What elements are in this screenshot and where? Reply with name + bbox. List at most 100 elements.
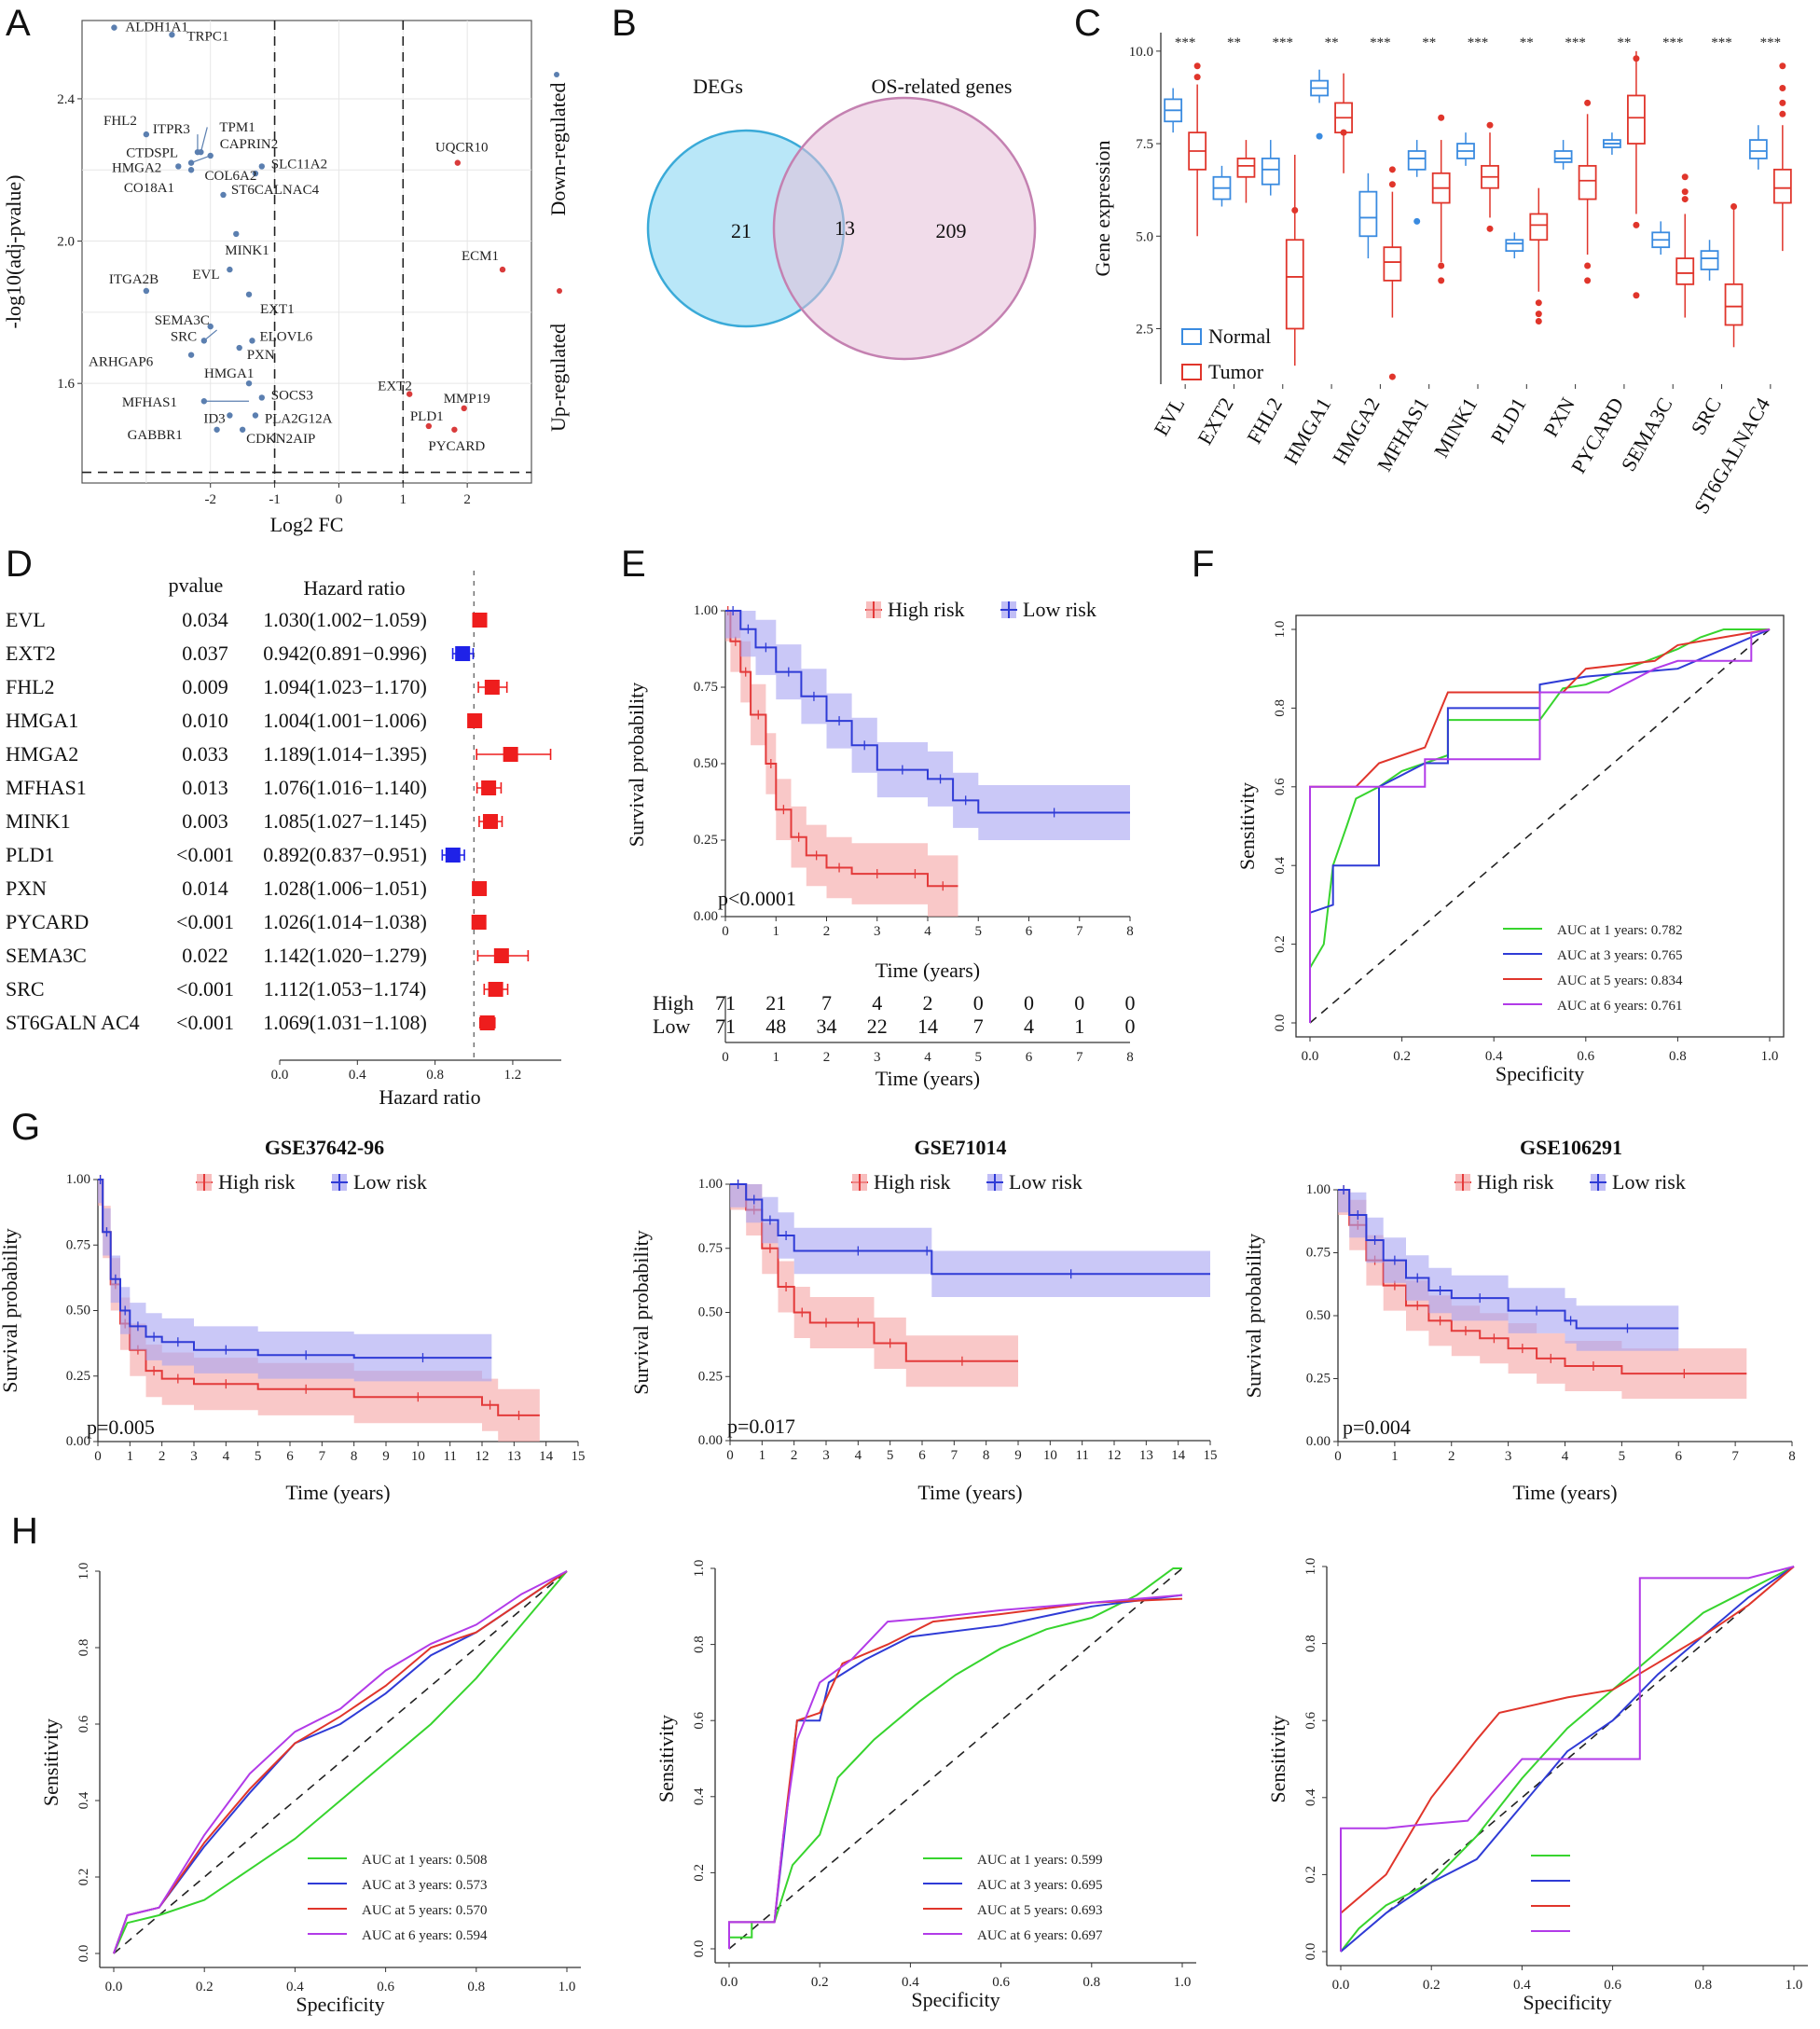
gene-label: MMP19 <box>444 392 490 407</box>
panel-g-pvalue: p=0.017 <box>727 1415 795 1438</box>
panel-b-label: B <box>612 3 637 44</box>
x-tick: 0.2 <box>1423 1978 1441 1993</box>
gene-label: UQCR10 <box>435 141 489 156</box>
outlier-point <box>1316 132 1323 140</box>
x-tick: 4 <box>924 1050 931 1065</box>
x-tick: 14 <box>539 1449 554 1464</box>
y-tick: 0.0 <box>1273 1014 1288 1032</box>
box-body <box>1675 257 1695 285</box>
significance-mark: *** <box>1175 35 1196 50</box>
y-tick: 0.4 <box>76 1791 91 1809</box>
legend-point-down <box>554 72 559 77</box>
outlier-point <box>1681 188 1689 196</box>
venn-set2 <box>772 96 1037 361</box>
y-tick: 0.8 <box>692 1636 707 1653</box>
panel-g-x-label: Time (years) <box>285 1481 390 1504</box>
y-tick: 0.0 <box>76 1945 91 1963</box>
venn-set1-label: DEGs <box>693 75 743 98</box>
forest-hr-text: 1.004(1.001−1.006) <box>263 709 427 732</box>
x-tick: 15 <box>1204 1448 1218 1463</box>
forest-gene-label: PYCARD <box>6 910 89 933</box>
legend-low-label: Low risk <box>1612 1170 1686 1194</box>
y-tick: 0.2 <box>76 1869 91 1886</box>
risk-high-count: 0 <box>1074 991 1084 1014</box>
x-tick: 6 <box>286 1449 294 1464</box>
forest-gene-label: HMGA1 <box>6 709 78 732</box>
box-body <box>1700 250 1719 270</box>
x-tick: 4 <box>924 924 931 939</box>
gene-label: ECM1 <box>462 249 499 264</box>
forest-point <box>472 881 488 896</box>
panel-g-y-label: Survival probability <box>629 1230 653 1395</box>
legend-low-label: Low risk <box>1023 598 1096 621</box>
outlier-point <box>1633 55 1640 62</box>
legend-high-label: High risk <box>874 1170 951 1194</box>
outlier-point <box>1413 217 1421 225</box>
outlier-point <box>1535 311 1542 318</box>
x-tick: -2 <box>204 492 216 507</box>
y-tick: 0.00 <box>698 1433 723 1448</box>
roc-curve <box>113 1570 568 1954</box>
outlier-point <box>1779 85 1786 92</box>
x-tick: 5 <box>887 1448 894 1463</box>
forest-gene-label: HMGA2 <box>6 742 78 766</box>
box-body <box>1236 158 1256 178</box>
forest-pvalue: <0.001 <box>176 1011 234 1034</box>
x-tick: 2 <box>823 1050 831 1065</box>
panel-h-y-label: Sensitivity <box>1266 1715 1289 1802</box>
gene-label: ITGA2B <box>109 272 159 287</box>
forest-hr-text: 1.085(1.027−1.145) <box>263 809 427 833</box>
outlier-point <box>1730 203 1738 211</box>
x-tick: 3 <box>874 1050 881 1065</box>
y-tick: 0.6 <box>1273 778 1288 795</box>
legend-auc-label: AUC at 6 years: 0.697 <box>977 1928 1103 1943</box>
gene-label: MFHAS1 <box>122 395 177 410</box>
x-tick: -1 <box>269 492 281 507</box>
x-tick: 3 <box>822 1448 830 1463</box>
risk-low-count: 1 <box>1074 1014 1084 1038</box>
x-tick: 0 <box>722 924 729 939</box>
legend-down-label: Down-regulated <box>546 83 570 216</box>
y-tick: 0.50 <box>694 756 718 771</box>
roc-curve <box>728 1597 1183 1949</box>
outlier-point <box>1779 62 1786 70</box>
x-axis-label: Hazard ratio <box>379 1085 480 1109</box>
gene-label: ST6CALNAC4 <box>231 183 320 198</box>
y-tick: 0.50 <box>1306 1308 1331 1323</box>
x-tick: 2 <box>463 492 471 507</box>
x-tick: 13 <box>1139 1448 1153 1463</box>
forest-hr-text: 0.892(0.837−0.951) <box>263 843 427 866</box>
risk-high-label: High <box>653 991 694 1014</box>
volcano-point <box>249 338 255 344</box>
y-tick: 0.25 <box>698 1369 723 1384</box>
risk-high-count: 4 <box>872 991 882 1014</box>
y-tick: 0.2 <box>1303 1866 1318 1884</box>
panel-g-title: GSE106291 <box>1520 1136 1622 1159</box>
x-tick: 1 <box>773 1050 780 1065</box>
y-axis-label: Gene expression <box>1091 140 1114 276</box>
x-tick: 7 <box>951 1448 958 1463</box>
volcano-point <box>169 32 175 38</box>
risk-low-count: 34 <box>817 1014 837 1038</box>
x-tick: 0.6 <box>1604 1978 1621 1993</box>
x-tick: 10 <box>1043 1448 1057 1463</box>
y-tick: 1.0 <box>692 1560 707 1578</box>
forest-hr-text: 1.112(1.053−1.174) <box>264 977 427 1001</box>
box-body <box>1724 283 1744 326</box>
outlier-point <box>1584 277 1592 284</box>
legend-auc-label: AUC at 1 years: 0.508 <box>362 1853 488 1868</box>
y-tick: 0.00 <box>694 909 718 924</box>
panel-f-x-label: Specificity <box>1496 1062 1584 1085</box>
x-tick: 2 <box>791 1448 798 1463</box>
x-tick: 0.0 <box>1332 1978 1350 1993</box>
panel-g-x-label: Time (years) <box>1512 1481 1617 1504</box>
x-tick: 0.8 <box>1694 1978 1712 1993</box>
volcano-point <box>187 167 195 173</box>
gene-tick-label: FHL2 <box>1242 393 1287 448</box>
diagonal-reference <box>728 1567 1183 1950</box>
legend-auc-label: AUC at 1 years: 0.599 <box>977 1853 1103 1868</box>
x-tick: 1 <box>400 492 407 507</box>
col-hr-header: Hazard ratio <box>303 576 405 600</box>
x-tick: 0.6 <box>992 1975 1010 1990</box>
panel-a-frame <box>81 20 532 484</box>
